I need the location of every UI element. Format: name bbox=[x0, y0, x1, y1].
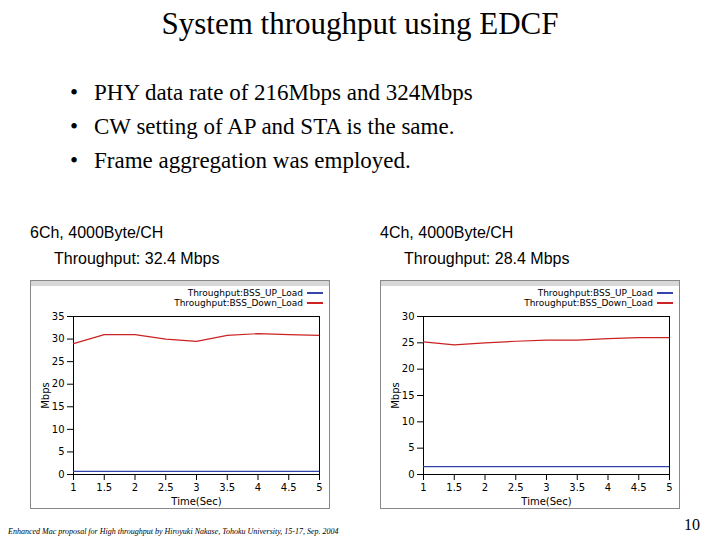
svg-text:30: 30 bbox=[52, 333, 65, 344]
html-text:Throughput: 28.4 Mbps: Throughput: 28.4 Mbps bbox=[404, 250, 570, 267]
svg-text:15: 15 bbox=[52, 401, 65, 412]
svg-text:Mbps: Mbps bbox=[390, 382, 401, 409]
svg-text:15: 15 bbox=[402, 390, 415, 401]
svg-text:3: 3 bbox=[193, 482, 199, 493]
svg-text:0: 0 bbox=[408, 469, 414, 480]
svg-text:1.5: 1.5 bbox=[446, 482, 462, 493]
svg-text:2.5: 2.5 bbox=[508, 482, 524, 493]
html-text:PHY data rate of 216Mbps and 3: PHY data rate of 216Mbps and 324Mbps bbox=[94, 80, 473, 105]
svg-text:20: 20 bbox=[402, 363, 415, 374]
html-text:Throughput:BSS_Down_Load: Throughput:BSS_Down_Load bbox=[174, 298, 303, 308]
svg-text:10: 10 bbox=[52, 424, 65, 435]
svg-text:4: 4 bbox=[605, 482, 611, 493]
svg-text:4: 4 bbox=[255, 482, 261, 493]
html-text:6Ch, 4000Byte/CH: 6Ch, 4000Byte/CH bbox=[30, 224, 164, 241]
svg-text:1: 1 bbox=[420, 482, 426, 493]
html-text:Throughput:BSS_UP_Load: Throughput:BSS_UP_Load bbox=[537, 288, 653, 298]
svg-text:Time(Sec): Time(Sec) bbox=[520, 496, 571, 507]
svg-text:Mbps: Mbps bbox=[40, 382, 51, 409]
svg-text:0: 0 bbox=[58, 469, 64, 480]
svg-text:20: 20 bbox=[52, 378, 65, 389]
svg-text:Time(Sec): Time(Sec) bbox=[170, 496, 221, 507]
svg-text:4.5: 4.5 bbox=[281, 482, 297, 493]
html-text:4Ch, 4000Byte/CH: 4Ch, 4000Byte/CH bbox=[380, 224, 514, 241]
svg-text:1.5: 1.5 bbox=[96, 482, 112, 493]
html-text:System throughput using EDCF: System throughput using EDCF bbox=[161, 6, 559, 41]
html-text:CW setting of AP and STA is th: CW setting of AP and STA is the same. bbox=[94, 114, 455, 139]
html-text:Throughput:BSS_Down_Load: Throughput:BSS_Down_Load bbox=[524, 298, 653, 308]
html-text:Throughput: 32.4 Mbps: Throughput: 32.4 Mbps bbox=[54, 250, 220, 267]
html-text:Enhanced Mac proposal for High: Enhanced Mac proposal for High throughpu… bbox=[8, 527, 339, 536]
svg-text:25: 25 bbox=[402, 337, 415, 348]
svg-text:5: 5 bbox=[58, 446, 64, 457]
svg-text:3.5: 3.5 bbox=[569, 482, 585, 493]
svg-text:2: 2 bbox=[132, 482, 138, 493]
svg-text:2.5: 2.5 bbox=[158, 482, 174, 493]
svg-text:5: 5 bbox=[666, 482, 672, 493]
svg-text:2: 2 bbox=[482, 482, 488, 493]
svg-text:4.5: 4.5 bbox=[631, 482, 647, 493]
html-text:10: 10 bbox=[684, 516, 700, 533]
svg-text:25: 25 bbox=[52, 356, 65, 367]
svg-text:3.5: 3.5 bbox=[219, 482, 235, 493]
html-text:Throughput:BSS_UP_Load: Throughput:BSS_UP_Load bbox=[187, 288, 303, 298]
svg-text:5: 5 bbox=[408, 442, 414, 453]
svg-text:10: 10 bbox=[402, 416, 415, 427]
html-text:Frame aggregation was employed: Frame aggregation was employed. bbox=[94, 148, 411, 173]
svg-text:5: 5 bbox=[316, 482, 322, 493]
svg-text:30: 30 bbox=[402, 311, 415, 322]
svg-text:35: 35 bbox=[52, 311, 65, 322]
svg-text:3: 3 bbox=[543, 482, 549, 493]
svg-text:1: 1 bbox=[70, 482, 76, 493]
